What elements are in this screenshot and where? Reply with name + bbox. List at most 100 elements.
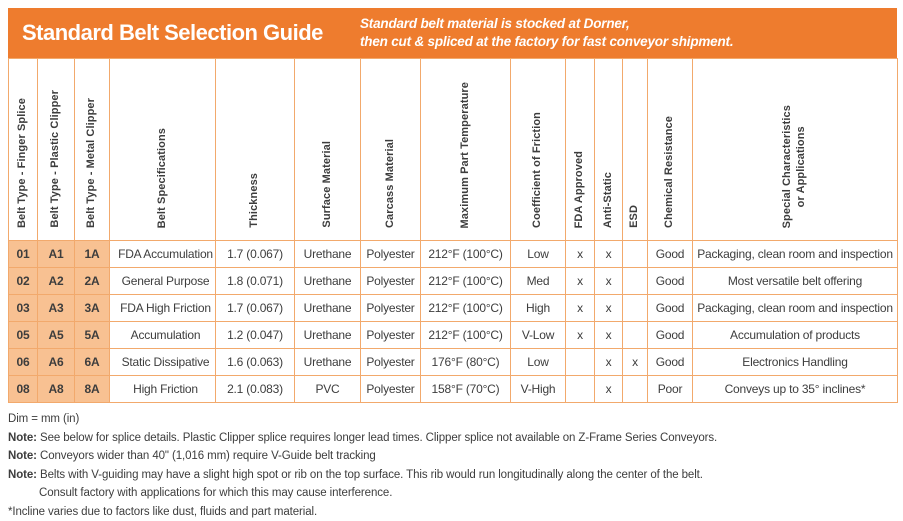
table-cell: Polyester <box>361 241 421 268</box>
table-cell: High Friction <box>110 376 216 403</box>
table-cell: 06 <box>9 349 38 376</box>
table-cell: A2 <box>38 268 75 295</box>
col-header-label: Carcass Material <box>384 139 398 228</box>
col-header-label: Chemical Resistance <box>663 116 677 228</box>
table-cell: x <box>595 349 623 376</box>
col-header-label: Belt Type - Metal Clipper <box>85 98 99 228</box>
page-title: Standard Belt Selection Guide <box>8 20 360 46</box>
table-cell: Good <box>648 295 693 322</box>
table-cell: x <box>566 268 595 295</box>
table-cell: General Purpose <box>110 268 216 295</box>
table-cell: Polyester <box>361 268 421 295</box>
table-cell: 212°F (100°C) <box>421 241 511 268</box>
col-header-belt-type-plastic-clipper: Belt Type - Plastic Clipper <box>38 59 75 241</box>
table-row: 01 A1 1A FDA Accumulation 1.7 (0.067) Ur… <box>9 241 898 268</box>
table-cell: 05 <box>9 322 38 349</box>
table-cell <box>566 376 595 403</box>
col-header-maximum-part-temperature: Maximum Part Temperature <box>421 59 511 241</box>
table-cell: Urethane <box>295 241 361 268</box>
table-cell: x <box>595 268 623 295</box>
table-cell: 03 <box>9 295 38 322</box>
table-row: 06 A6 6A Static Dissipative 1.6 (0.063) … <box>9 349 898 376</box>
table-row: 02 A2 2A General Purpose 1.8 (0.071) Ure… <box>9 268 898 295</box>
note-label: Note: <box>8 432 37 444</box>
table-cell: Packaging, clean room and inspection <box>693 241 898 268</box>
col-header-fda-approved: FDA Approved <box>566 59 595 241</box>
table-cell: 176°F (80°C) <box>421 349 511 376</box>
col-header-surface-material: Surface Material <box>295 59 361 241</box>
table-cell: 2.1 (0.083) <box>216 376 295 403</box>
table-cell: Static Dissipative <box>110 349 216 376</box>
col-header-belt-specifications: Belt Specifications <box>110 59 216 241</box>
table-cell: 212°F (100°C) <box>421 295 511 322</box>
table-cell: 1A <box>75 241 110 268</box>
table-cell: 1.7 (0.067) <box>216 241 295 268</box>
table-row: 08 A8 8A High Friction 2.1 (0.083) PVC P… <box>9 376 898 403</box>
col-header-label: Belt Type - Plastic Clipper <box>49 90 63 228</box>
table-cell <box>623 241 648 268</box>
table-cell: 6A <box>75 349 110 376</box>
table-cell: Electronics Handling <box>693 349 898 376</box>
table-cell: Conveys up to 35° inclines* <box>693 376 898 403</box>
table-cell: Low <box>511 241 566 268</box>
note-text: Belts with V-guiding may have a slight h… <box>40 469 703 481</box>
table-cell: x <box>623 349 648 376</box>
table-cell: A1 <box>38 241 75 268</box>
col-header-esd: ESD <box>623 59 648 241</box>
table-cell: A6 <box>38 349 75 376</box>
table-cell: Accumulation <box>110 322 216 349</box>
table-cell: 1.6 (0.063) <box>216 349 295 376</box>
table-cell: High <box>511 295 566 322</box>
note-text: Conveyors wider than 40" (1,016 mm) requ… <box>40 450 376 462</box>
col-header-label: Belt Type - Finger Splice <box>16 98 30 228</box>
table-cell: 02 <box>9 268 38 295</box>
table-cell: A3 <box>38 295 75 322</box>
banner-tagline: Standard belt material is stocked at Dor… <box>360 15 733 50</box>
footnotes: Dim = mm (in) Note: See below for splice… <box>8 410 897 521</box>
table-cell: 3A <box>75 295 110 322</box>
table-cell: 1.2 (0.047) <box>216 322 295 349</box>
col-header-thickness: Thickness <box>216 59 295 241</box>
table-cell: x <box>566 241 595 268</box>
table-cell: 158°F (70°C) <box>421 376 511 403</box>
col-header-label: FDA Approved <box>573 151 587 228</box>
table-cell <box>623 268 648 295</box>
table-cell <box>623 322 648 349</box>
col-header-belt-type-metal-clipper: Belt Type - Metal Clipper <box>75 59 110 241</box>
table-cell: Polyester <box>361 295 421 322</box>
table-cell <box>566 349 595 376</box>
table-cell: 8A <box>75 376 110 403</box>
table-cell: 2A <box>75 268 110 295</box>
table-cell: Good <box>648 349 693 376</box>
table-cell: 01 <box>9 241 38 268</box>
table-cell <box>623 376 648 403</box>
note-text: Consult factory with applications for wh… <box>39 487 392 499</box>
table-cell: 212°F (100°C) <box>421 268 511 295</box>
belt-selection-table: Belt Type - Finger Splice Belt Type - Pl… <box>8 58 898 403</box>
table-cell: Packaging, clean room and inspection <box>693 295 898 322</box>
table-cell: FDA Accumulation <box>110 241 216 268</box>
note-label: Note: <box>8 450 37 462</box>
table-cell: Good <box>648 322 693 349</box>
col-header-belt-type-finger-splice: Belt Type - Finger Splice <box>9 59 38 241</box>
table-cell: Polyester <box>361 349 421 376</box>
col-header-label: Special Characteristics or Applications <box>781 105 809 228</box>
note-vguide: Note: Conveyors wider than 40" (1,016 mm… <box>8 447 897 466</box>
col-header-label: Thickness <box>248 173 262 228</box>
dim-note: Dim = mm (in) <box>8 410 897 429</box>
table-cell <box>623 295 648 322</box>
table-cell: Good <box>648 241 693 268</box>
table-cell: Polyester <box>361 322 421 349</box>
note-vguiding-rib-continued: Consult factory with applications for wh… <box>8 484 897 503</box>
col-header-anti-static: Anti-Static <box>595 59 623 241</box>
banner-tagline-line1: Standard belt material is stocked at Dor… <box>360 15 733 33</box>
table-cell: x <box>566 322 595 349</box>
col-header-coefficient-of-friction: Coefficient of Friction <box>511 59 566 241</box>
col-header-chemical-resistance: Chemical Resistance <box>648 59 693 241</box>
table-cell: V-Low <box>511 322 566 349</box>
col-header-label: ESD <box>628 205 642 228</box>
table-cell: Urethane <box>295 268 361 295</box>
banner-tagline-line2: then cut & spliced at the factory for fa… <box>360 33 733 51</box>
col-header-label: Anti-Static <box>602 172 616 228</box>
table-cell: V-High <box>511 376 566 403</box>
